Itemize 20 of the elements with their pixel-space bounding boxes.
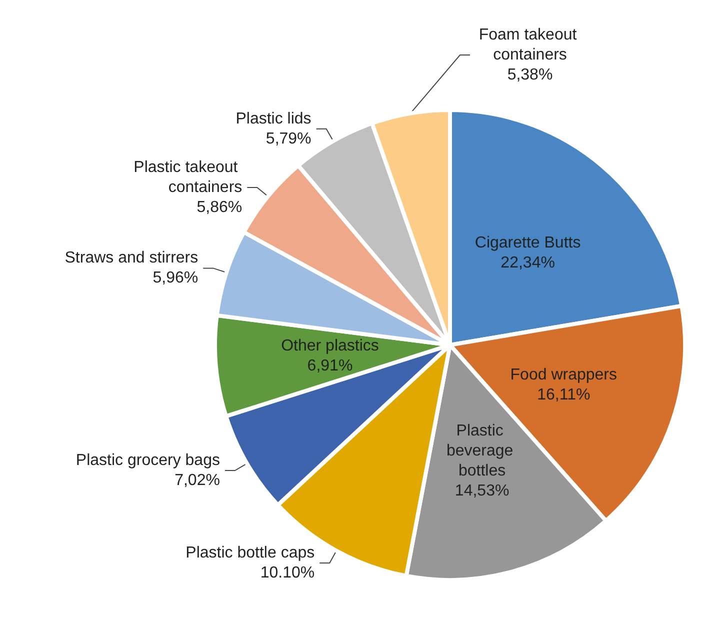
slice-label: Plastic takeout containers bbox=[134, 158, 242, 196]
data-label: 5,38% bbox=[507, 66, 553, 84]
data-label: 14,53% bbox=[454, 482, 510, 500]
slice-label: Other plastics bbox=[281, 337, 379, 354]
slice-label: Plastic grocery bags bbox=[76, 452, 220, 470]
slice-label: Plastic lids bbox=[236, 110, 312, 128]
slice-label: Straws and stirrers bbox=[64, 250, 198, 267]
data-label: 10.10% bbox=[260, 564, 315, 582]
slice-label: Plastic bottle caps bbox=[186, 544, 315, 562]
data-label: 5,96% bbox=[152, 270, 198, 287]
data-label: 22,34% bbox=[500, 254, 555, 272]
data-label: 6,91% bbox=[307, 357, 353, 374]
slice-label: Cigarette Butts bbox=[474, 234, 581, 252]
data-label: 7,02% bbox=[174, 472, 220, 490]
slice-label: Plastic beverage bottles bbox=[446, 422, 518, 480]
data-label: 5,86% bbox=[196, 198, 242, 216]
data-label: 16,11% bbox=[537, 386, 590, 404]
data-label: 5,79% bbox=[266, 130, 312, 148]
slice-label: Food wrappers bbox=[510, 366, 617, 384]
slice-label: Foam takeout containers bbox=[478, 26, 582, 64]
